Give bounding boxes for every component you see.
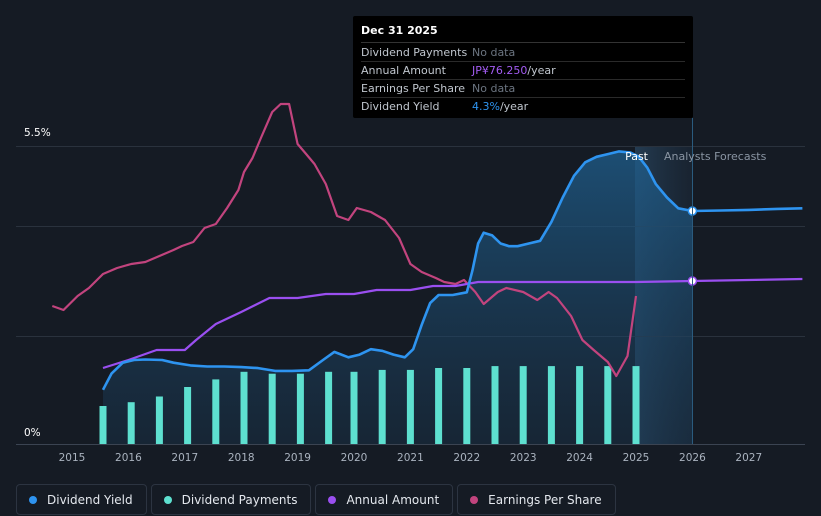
- dividend-payment-bar: [632, 366, 640, 444]
- x-tick-label: 2021: [397, 452, 424, 464]
- x-tick-label: 2016: [115, 452, 142, 464]
- tooltip-row-dividend-yield: Dividend Yield 4.3%/year: [361, 98, 685, 115]
- dividend-payment-bar: [406, 369, 414, 444]
- x-tick-label: 2022: [453, 452, 480, 464]
- dividend-payment-bar: [268, 373, 276, 444]
- y-tick-top: 5.5%: [24, 127, 51, 139]
- legend-label: Earnings Per Share: [488, 492, 602, 507]
- y-tick-bottom: 0%: [24, 427, 41, 439]
- legend-earnings-per-share[interactable]: Earnings Per Share: [457, 484, 616, 515]
- x-tick-label: 2019: [284, 452, 311, 464]
- tooltip: Dec 31 2025 Dividend Payments No data An…: [353, 16, 693, 118]
- x-tick-label: 2015: [59, 452, 86, 464]
- tooltip-value: No data: [472, 46, 516, 59]
- forecast-label: Analysts Forecasts: [664, 150, 767, 163]
- dividend-payment-bar: [576, 366, 584, 444]
- tooltip-label: Annual Amount: [361, 64, 446, 77]
- x-tick-label: 2018: [228, 452, 255, 464]
- dividend-payment-bar: [296, 373, 304, 444]
- dividend-payment-bar: [491, 366, 499, 444]
- x-tick-label: 2025: [623, 452, 650, 464]
- dividend-yield-area: [103, 151, 693, 444]
- legend-dot-icon: [163, 495, 172, 504]
- dividend-payment-bar: [127, 402, 135, 444]
- dividend-payment-bar: [547, 366, 555, 444]
- legend: Dividend Yield Dividend Payments Annual …: [16, 484, 616, 516]
- legend-dividend-yield[interactable]: Dividend Yield: [16, 484, 147, 515]
- dividend-payment-bar: [435, 368, 443, 444]
- x-tick-label: 2020: [341, 452, 368, 464]
- tooltip-label: Dividend Payments: [361, 46, 468, 59]
- past-label: Past: [625, 150, 649, 163]
- dividend-payment-bar: [350, 371, 358, 444]
- x-tick-label: 2026: [679, 452, 706, 464]
- tooltip-label: Earnings Per Share: [361, 82, 466, 95]
- tooltip-label: Dividend Yield: [361, 100, 440, 113]
- annual-amount-line: [102, 277, 803, 370]
- x-tick-label: 2017: [171, 452, 198, 464]
- tooltip-date: Dec 31 2025: [361, 24, 685, 43]
- dividend-payment-bar: [604, 366, 612, 444]
- dividend-payment-bar: [463, 368, 471, 444]
- tooltip-row-dividend-payments: Dividend Payments No data: [361, 44, 685, 62]
- dividend-payment-bar: [212, 379, 220, 444]
- earnings-per-share-line: [51, 102, 638, 378]
- dividend-payment-bar: [184, 387, 192, 444]
- dividend-payment-bars: [99, 366, 640, 444]
- legend-dividend-payments[interactable]: Dividend Payments: [150, 484, 312, 515]
- tooltip-unit: /year: [527, 64, 556, 77]
- dividend-payment-bar: [378, 369, 386, 444]
- tooltip-row-annual-amount: Annual Amount JP¥76.250/year: [361, 62, 685, 80]
- tooltip-value: JP¥76.250: [472, 64, 528, 77]
- dividend-payment-bar: [240, 371, 248, 444]
- legend-label: Dividend Payments: [181, 492, 298, 507]
- legend-annual-amount[interactable]: Annual Amount: [315, 484, 454, 515]
- tooltip-value: 4.3%: [472, 100, 500, 113]
- tooltip-value: No data: [472, 82, 516, 95]
- dividend-payment-bar: [519, 366, 527, 444]
- legend-dot-icon: [29, 495, 37, 504]
- x-tick-label: 2027: [735, 452, 762, 464]
- dividend-payment-bar: [155, 396, 163, 444]
- x-tick-label: 2023: [510, 452, 537, 464]
- legend-label: Annual Amount: [346, 492, 440, 507]
- tooltip-row-earnings-per-share: Earnings Per Share No data: [361, 80, 685, 98]
- tooltip-unit: /year: [499, 100, 529, 113]
- legend-dot-icon: [470, 495, 479, 504]
- dividend-yield-line: [101, 150, 803, 391]
- legend-dot-icon: [328, 495, 337, 504]
- x-tick-label: 2024: [566, 452, 593, 464]
- dividend-payment-bar: [99, 406, 107, 444]
- dividend-payment-bar: [325, 371, 333, 444]
- legend-label: Dividend Yield: [47, 492, 133, 507]
